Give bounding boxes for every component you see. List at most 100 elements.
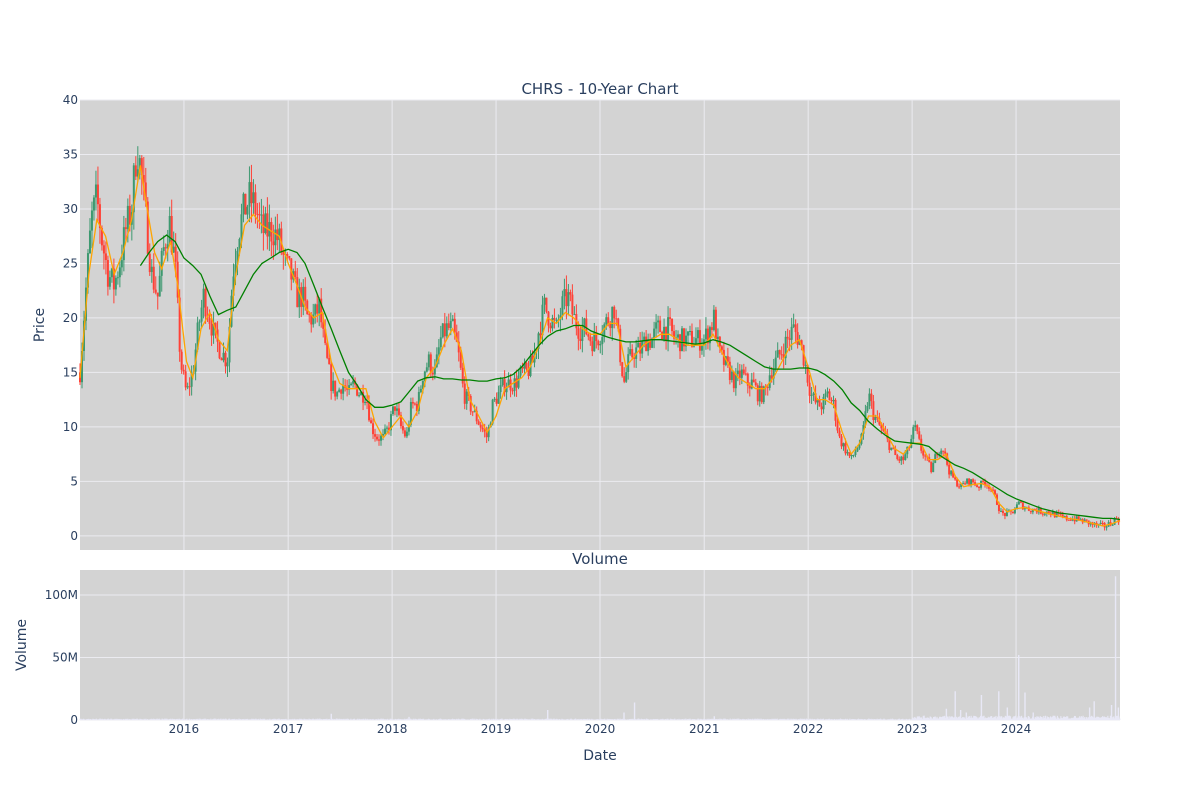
volume-bar <box>313 719 315 720</box>
candle-body <box>92 197 95 211</box>
volume-bar <box>462 718 464 720</box>
volume-bar <box>88 719 91 720</box>
volume-bar <box>830 719 832 720</box>
volume-bar <box>1008 715 1010 720</box>
volume-bar <box>179 719 181 720</box>
volume-bar <box>410 718 412 720</box>
candle-body <box>840 436 843 447</box>
candle-body <box>866 406 869 412</box>
volume-bar <box>1057 717 1059 720</box>
candle-body <box>471 411 474 413</box>
volume-bar <box>755 718 757 720</box>
volume-bar <box>1070 718 1072 720</box>
candle-body <box>601 337 604 345</box>
candle-body <box>1059 513 1062 515</box>
volume-bar <box>443 719 445 720</box>
volume-bar <box>642 719 644 720</box>
volume-bar <box>915 718 918 720</box>
volume-bar <box>640 718 642 720</box>
volume-bar <box>728 719 730 720</box>
volume-bar <box>386 719 388 720</box>
candle-body <box>653 328 656 339</box>
volume-bar <box>706 718 708 720</box>
volume-bar <box>383 719 385 720</box>
candle-body <box>370 420 373 424</box>
candle-body <box>1077 516 1080 521</box>
volume-bar <box>1108 718 1111 720</box>
candle-body <box>463 383 466 404</box>
volume-bar <box>534 718 536 720</box>
candle-body <box>932 462 935 473</box>
volume-bar <box>736 718 738 720</box>
volume-bar <box>102 719 104 720</box>
volume-bar <box>230 719 232 720</box>
volume-bar <box>108 719 110 720</box>
volume-bar <box>845 719 848 720</box>
date-x-ticks: 2016 2017 2018 2019 2020 2021 2022 2023 2024 <box>169 722 1032 736</box>
candle-body <box>874 417 877 421</box>
candle-body <box>122 227 125 261</box>
candle-body <box>491 399 494 424</box>
volume-bar <box>1049 718 1051 720</box>
candle-body <box>541 304 544 336</box>
volume-bar <box>275 718 277 720</box>
candle-body <box>459 352 462 368</box>
volume-bar <box>997 716 999 720</box>
date-tick-label: 2022 <box>793 722 824 736</box>
candle-body <box>722 349 725 365</box>
volume-bar <box>1086 718 1088 720</box>
volume-bar <box>534 719 537 720</box>
candle-body <box>846 452 849 454</box>
volume-bar <box>461 718 463 720</box>
volume-bar <box>1026 717 1028 720</box>
volume-bar <box>354 719 356 720</box>
volume-bar <box>723 718 725 720</box>
volume-bar <box>475 718 478 720</box>
volume-bar <box>193 719 196 720</box>
candle-body <box>796 332 799 345</box>
volume-bar <box>426 719 428 720</box>
volume-bar <box>418 718 420 720</box>
volume-bar <box>762 718 765 720</box>
volume-bar <box>469 718 472 720</box>
candle-body <box>888 438 891 450</box>
volume-bar <box>1114 576 1117 720</box>
volume-bar <box>499 719 502 720</box>
volume-bar <box>875 719 877 720</box>
volume-bar <box>620 719 622 720</box>
volume-bar <box>819 719 821 720</box>
volume-bar <box>867 719 869 720</box>
volume-bar <box>988 717 990 720</box>
volume-bar <box>595 719 597 720</box>
volume-bar <box>963 717 965 720</box>
candle-body <box>146 201 149 254</box>
volume-bar <box>1056 715 1059 720</box>
volume-bar <box>516 718 518 720</box>
volume-bar <box>793 718 795 720</box>
volume-bar <box>710 718 713 720</box>
candle-body <box>258 214 261 216</box>
volume-bar <box>327 719 329 720</box>
volume-bar <box>90 719 92 720</box>
volume-bar <box>128 719 130 720</box>
candle-body <box>497 392 500 404</box>
volume-bar <box>631 719 633 720</box>
volume-bar <box>898 718 900 720</box>
volume-bar <box>138 719 140 720</box>
volume-bar <box>153 718 156 720</box>
candle-body <box>260 214 263 216</box>
volume-bar <box>290 719 292 720</box>
candle-body <box>820 406 823 410</box>
volume-bar <box>644 718 646 720</box>
candle-body <box>475 410 478 422</box>
volume-bar <box>340 719 342 720</box>
candle-body <box>477 421 480 425</box>
volume-bar <box>242 718 244 720</box>
volume-bar <box>575 719 578 720</box>
volume-bar <box>882 719 884 720</box>
volume-bar <box>320 719 322 720</box>
candle-body <box>966 478 969 484</box>
candle-body <box>948 464 951 475</box>
candle-body <box>140 158 143 176</box>
volume-bar <box>797 719 799 720</box>
